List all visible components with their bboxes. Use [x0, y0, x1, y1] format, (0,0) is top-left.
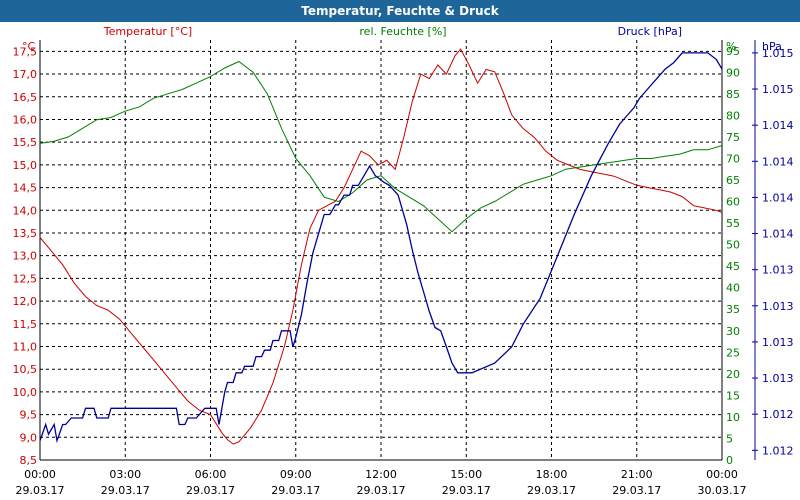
temperature-tick-label: 17,0 — [13, 68, 38, 81]
series-lines — [39, 48, 723, 445]
temperature-tick-label: 8,5 — [20, 454, 38, 467]
date-tick-label: 30.03.17 — [698, 484, 747, 497]
humidity-tick-label: 60 — [726, 196, 740, 209]
temperature-tick-label: 11,0 — [13, 340, 38, 353]
humidity-tick-label: 95 — [726, 45, 740, 58]
humidity-tick-label: 5 — [726, 432, 733, 445]
pressure-tick-labels: 1.012 1.012 1.013 1.013 1.013 1.013 1.014 1.014… — [752, 47, 794, 457]
temperature-tick-label: 17,5 — [13, 45, 38, 58]
temperature-tick-label: 16,5 — [13, 91, 38, 104]
temperature-unit-label: °C — [22, 40, 36, 53]
time-tick-label: 21:00 — [621, 468, 653, 481]
temperature-tick-label: 9,5 — [20, 409, 38, 422]
time-tick-label: 03:00 — [109, 468, 141, 481]
pressure-tick-label: 1.012 — [762, 444, 794, 457]
humidity-tick-label: 40 — [726, 282, 740, 295]
humidity-tick-label: 45 — [726, 260, 740, 273]
temperature-tick-label: 9,0 — [20, 431, 38, 444]
humidity-tick-label: 70 — [726, 152, 740, 165]
pressure-series-line — [39, 52, 723, 444]
humidity-unit-label: % — [726, 40, 736, 53]
pressure-axis-title: Druck [hPa] — [618, 25, 682, 38]
pressure-tick-label: 1.015 — [762, 47, 794, 60]
temperature-tick-label: 11,5 — [13, 318, 38, 331]
pressure-tick-label: 1.013 — [762, 336, 794, 349]
date-tick-label: 29.03.17 — [101, 484, 150, 497]
pressure-tick-label: 1.014 — [762, 191, 794, 204]
temperature-tick-label: 14,0 — [13, 204, 38, 217]
temperature-tick-label: 13,0 — [13, 250, 38, 263]
temperature-tick-label: 15,5 — [13, 136, 38, 149]
time-tick-label: 00:00 — [24, 468, 56, 481]
humidity-tick-label: 80 — [726, 109, 740, 122]
time-tick-label: 18:00 — [536, 468, 568, 481]
pressure-tick-label: 1.013 — [762, 372, 794, 385]
date-tick-label: 29.03.17 — [612, 484, 661, 497]
temperature-tick-label: 12,5 — [13, 272, 38, 285]
pressure-unit-label: hPa — [762, 40, 782, 53]
humidity-tick-label: 90 — [726, 66, 740, 79]
pressure-tick-label: 1.015 — [762, 83, 794, 96]
humidity-tick-label: 75 — [726, 131, 740, 144]
humidity-series-line — [39, 60, 723, 233]
date-tick-label: 29.03.17 — [527, 484, 576, 497]
humidity-axis-title: rel. Feuchte [%] — [359, 25, 446, 38]
window-title: Temperatur, Feuchte & Druck — [0, 0, 800, 22]
temperature-tick-label: 16,0 — [13, 113, 38, 126]
humidity-tick-label: 0 — [726, 454, 733, 467]
time-tick-label: 09:00 — [280, 468, 312, 481]
date-tick-label: 29.03.17 — [186, 484, 235, 497]
time-tick-label: 15:00 — [450, 468, 482, 481]
humidity-tick-label: 20 — [726, 368, 740, 381]
temperature-tick-labels: 8,5 9,0 9,5 10,0 10,5 11,0 11,5 12,0 12,5 13,0 13,… — [13, 45, 38, 467]
humidity-tick-label: 30 — [726, 325, 740, 338]
temperature-tick-label: 15,0 — [13, 159, 38, 172]
date-tick-label: 29.03.17 — [16, 484, 65, 497]
humidity-tick-label: 50 — [726, 239, 740, 252]
temperature-axis-title: Temperatur [°C] — [103, 25, 192, 38]
temperature-tick-label: 13,5 — [13, 227, 38, 240]
pressure-tick-label: 1.012 — [762, 408, 794, 421]
pressure-tick-label: 1.013 — [762, 264, 794, 277]
temperature-tick-label: 14,5 — [13, 182, 38, 195]
humidity-tick-label: 35 — [726, 303, 740, 316]
temperature-tick-label: 10,5 — [13, 363, 38, 376]
pressure-tick-label: 1.014 — [762, 119, 794, 132]
time-tick-labels: 00:00 29.03.17 03:00 29.03.17 06:00 29.03.17 0… — [16, 468, 747, 497]
temperature-tick-label: 12,0 — [13, 295, 38, 308]
grid — [40, 40, 722, 461]
humidity-tick-label: 10 — [726, 411, 740, 424]
humidity-tick-label: 25 — [726, 346, 740, 359]
pressure-tick-label: 1.013 — [762, 300, 794, 313]
time-tick-label: 06:00 — [195, 468, 227, 481]
date-tick-label: 29.03.17 — [442, 484, 491, 497]
pressure-tick-label: 1.014 — [762, 155, 794, 168]
temperature-series-line — [39, 48, 723, 445]
humidity-tick-labels: 0 5 10 15 20 25 30 35 40 45 50 55 60 65 70 75 80 85 90 95 — [726, 45, 740, 467]
humidity-tick-label: 55 — [726, 217, 740, 230]
humidity-tick-label: 65 — [726, 174, 740, 187]
date-tick-label: 29.03.17 — [271, 484, 320, 497]
humidity-tick-label: 15 — [726, 389, 740, 402]
temperature-tick-label: 10,0 — [13, 386, 38, 399]
pressure-tick-label: 1.014 — [762, 228, 794, 241]
time-tick-label: 00:00 — [706, 468, 738, 481]
time-tick-label: 12:00 — [365, 468, 397, 481]
date-tick-label: 29.03.17 — [357, 484, 406, 497]
humidity-tick-label: 85 — [726, 88, 740, 101]
